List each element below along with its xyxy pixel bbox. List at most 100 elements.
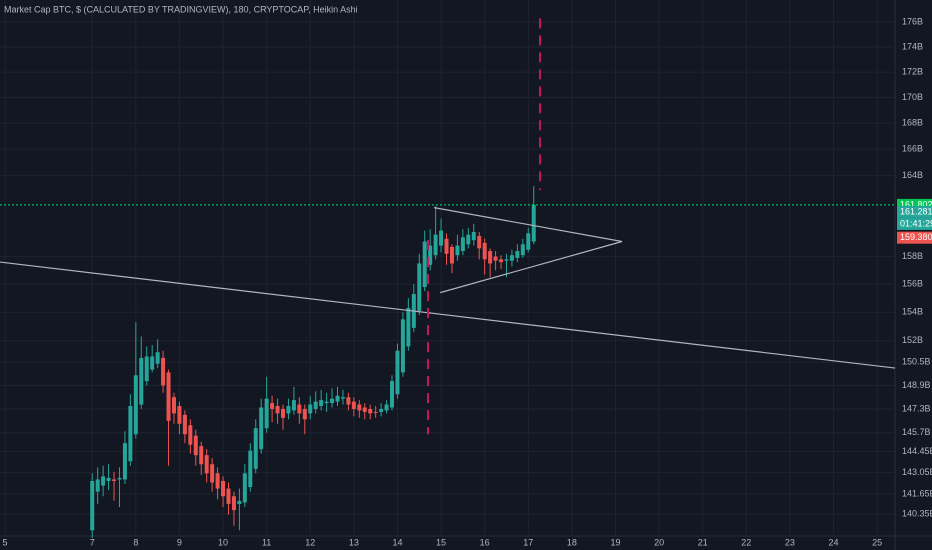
candle-body xyxy=(460,237,465,252)
candle-body xyxy=(139,357,144,405)
y-tick-label: 152B xyxy=(902,335,923,345)
candle-body xyxy=(488,251,493,264)
candle-body xyxy=(270,403,275,409)
candle-body xyxy=(422,241,427,288)
candle-body xyxy=(144,356,149,382)
trend-line xyxy=(0,261,896,369)
candle-body xyxy=(291,400,296,411)
candle-body xyxy=(237,500,242,504)
x-tick-label: 21 xyxy=(698,537,708,547)
candle-body xyxy=(449,246,454,264)
candle-body xyxy=(133,375,138,435)
candle-body xyxy=(199,446,204,465)
x-tick-label: 14 xyxy=(392,537,402,547)
candle-body xyxy=(504,259,509,261)
candle-body xyxy=(171,397,176,414)
candle-body xyxy=(275,406,280,414)
candle-body xyxy=(204,455,209,474)
candle-body xyxy=(193,435,198,456)
candle-body xyxy=(330,398,335,404)
candle-body xyxy=(368,408,373,414)
candle-body xyxy=(340,397,345,399)
candle-body xyxy=(182,414,187,435)
y-tick-label: 147.3B xyxy=(902,403,931,413)
y-tick-label: 176B xyxy=(902,16,923,26)
x-tick-label: 11 xyxy=(262,537,271,547)
y-tick-label: 144.45B xyxy=(902,446,932,456)
x-tick-label: 18 xyxy=(567,537,577,547)
candle-body xyxy=(280,408,285,418)
candle-body xyxy=(346,397,351,405)
candle-body xyxy=(253,428,258,469)
candle-body xyxy=(515,251,520,258)
candle-body xyxy=(259,407,264,450)
y-tick-label: 174B xyxy=(902,41,923,51)
price-label-bg xyxy=(897,231,932,244)
x-tick-label: 13 xyxy=(349,537,359,547)
x-tick-label: 5 xyxy=(3,537,8,547)
candle-body xyxy=(122,443,127,480)
y-tick-label: 158B xyxy=(902,251,923,261)
candle-body xyxy=(390,381,395,408)
y-tick-label: 164B xyxy=(902,170,923,180)
candle-body xyxy=(379,408,384,412)
candle-body xyxy=(439,230,444,246)
y-tick-label: 156B xyxy=(902,279,923,289)
candle-body xyxy=(482,242,487,260)
x-tick-label: 9 xyxy=(177,537,182,547)
candle-body xyxy=(400,319,405,373)
y-tick-label: 154B xyxy=(902,307,923,317)
candle-body xyxy=(499,259,504,263)
price-label: 159.380 xyxy=(900,232,932,242)
candle-body xyxy=(242,473,247,503)
candle-body xyxy=(493,256,498,261)
candle-body xyxy=(155,352,160,364)
y-tick-label: 140.35B xyxy=(902,508,932,518)
candle-body xyxy=(531,204,536,242)
y-tick-label: 172B xyxy=(902,66,923,76)
candle-body xyxy=(210,464,215,483)
candle-body xyxy=(384,404,389,411)
candle-body xyxy=(264,398,269,429)
candle-body xyxy=(308,404,313,414)
candle-body xyxy=(324,401,329,404)
y-tick-label: 150.5B xyxy=(902,357,931,367)
countdown-bg xyxy=(897,217,932,230)
countdown: 01:41:29 xyxy=(900,218,932,228)
candle-body xyxy=(177,406,182,424)
x-tick-label: 23 xyxy=(785,537,795,547)
candle-body xyxy=(215,473,220,489)
candle-body xyxy=(444,238,449,254)
y-tick-label: 168B xyxy=(902,118,923,128)
candle-body xyxy=(335,395,340,402)
candle-body xyxy=(319,400,324,407)
candle-body xyxy=(166,372,171,421)
price-label: 161.8023 xyxy=(900,199,932,209)
y-tick-label: 145.7B xyxy=(902,427,931,437)
x-tick-label: 10 xyxy=(218,537,228,547)
x-tick-label: 15 xyxy=(436,537,446,547)
x-tick-label: 17 xyxy=(523,537,533,547)
candle-body xyxy=(231,496,236,511)
candle-body xyxy=(128,406,133,462)
candle-body xyxy=(221,480,226,497)
candle-body xyxy=(455,245,460,256)
candle-body xyxy=(286,406,291,414)
candle-body xyxy=(188,425,193,445)
candle-body xyxy=(477,236,482,249)
candle-body xyxy=(466,234,471,245)
candle-body xyxy=(112,479,117,481)
price-label: 161.2816 xyxy=(900,206,932,216)
candle-body xyxy=(150,356,155,370)
x-tick-label: 8 xyxy=(133,537,138,547)
candle-body xyxy=(248,450,253,488)
candle-body xyxy=(106,477,111,481)
price-label-bg xyxy=(897,205,932,218)
x-tick-label: 25 xyxy=(872,537,882,547)
candle-body xyxy=(226,488,231,504)
candle-body xyxy=(357,404,362,411)
candle-body xyxy=(95,479,100,492)
y-tick-label: 143.05B xyxy=(902,467,932,477)
